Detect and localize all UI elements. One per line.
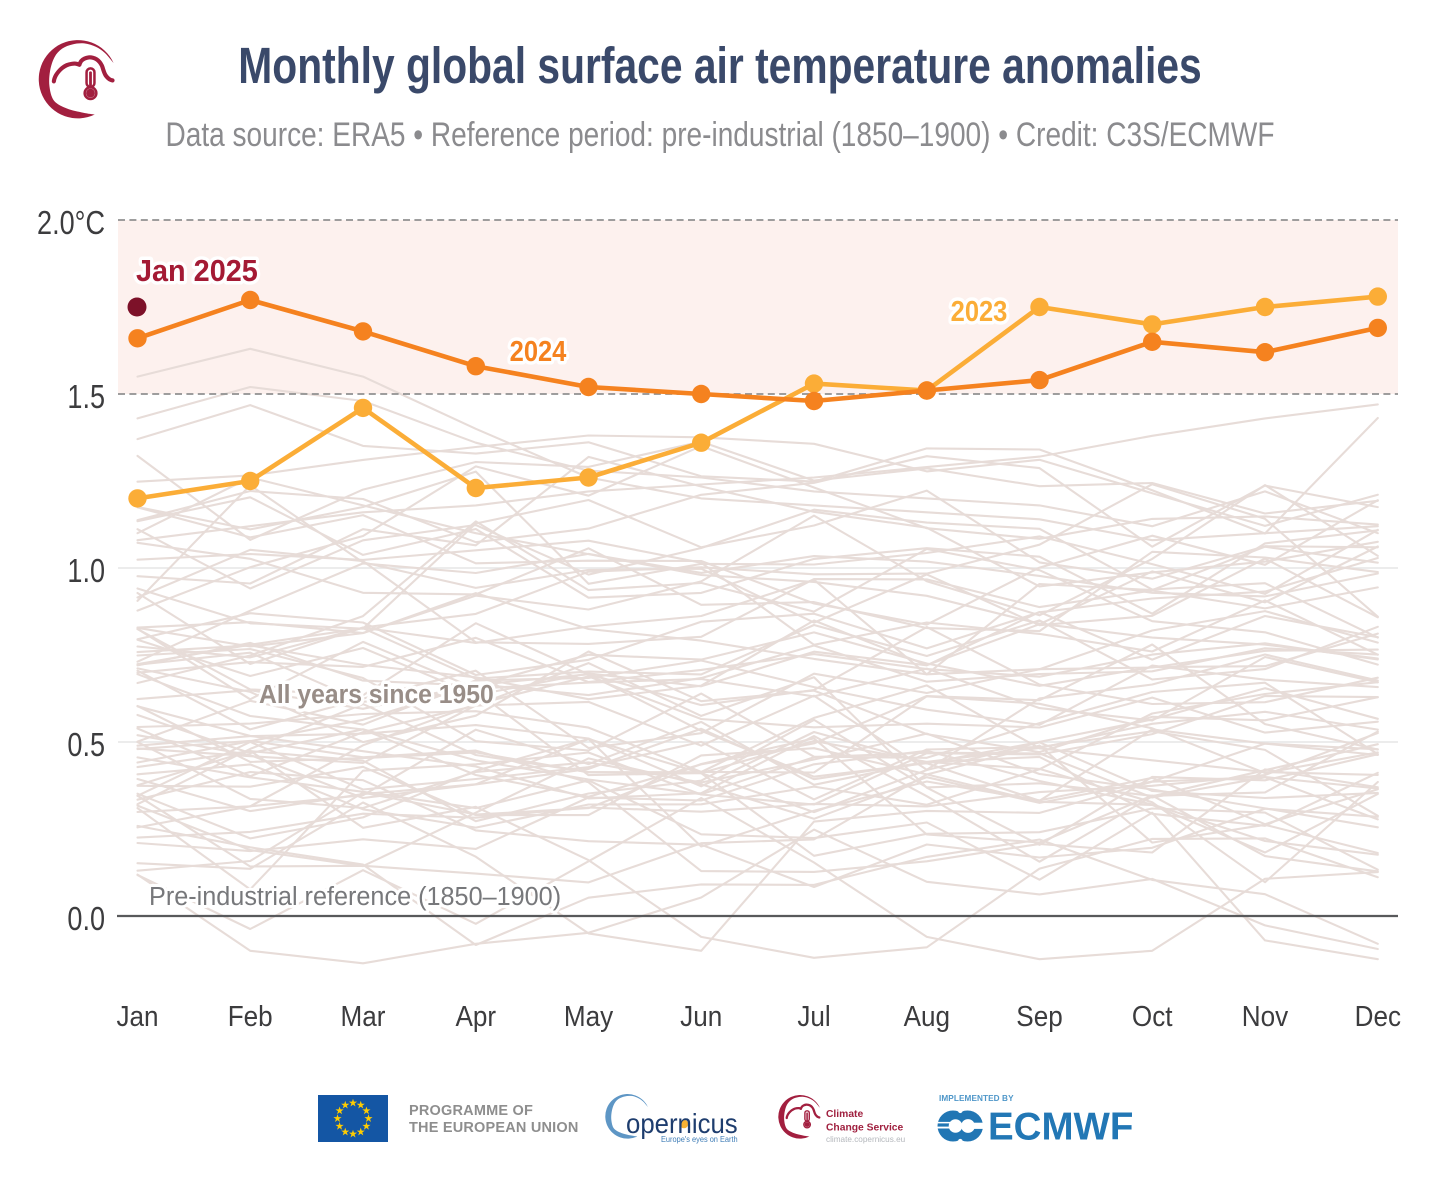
svg-text:Europe's eyes on Earth: Europe's eyes on Earth bbox=[661, 1135, 738, 1144]
svg-text:Change Service: Change Service bbox=[826, 1123, 904, 1134]
svg-text:1.5: 1.5 bbox=[67, 380, 105, 416]
svg-text:Climate: Climate bbox=[826, 1109, 863, 1120]
svg-text:THE EUROPEAN UNION: THE EUROPEAN UNION bbox=[409, 1120, 579, 1136]
svg-text:Jul: Jul bbox=[797, 1000, 830, 1033]
svg-text:Dec: Dec bbox=[1355, 1000, 1402, 1033]
svg-text:May: May bbox=[564, 1000, 613, 1033]
svg-text:Jan 2025: Jan 2025 bbox=[136, 254, 258, 288]
svg-text:Sep: Sep bbox=[1016, 1000, 1062, 1033]
svg-text:1.0: 1.0 bbox=[67, 554, 105, 590]
svg-text:0.0: 0.0 bbox=[67, 902, 105, 938]
svg-text:Aug: Aug bbox=[904, 1000, 950, 1033]
svg-text:Feb: Feb bbox=[228, 1000, 273, 1033]
svg-text:PROGRAMME OF: PROGRAMME OF bbox=[409, 1103, 533, 1119]
svg-text:IMPLEMENTED BY: IMPLEMENTED BY bbox=[939, 1094, 1014, 1103]
svg-text:Monthly global surface air tem: Monthly global surface air temperature a… bbox=[238, 37, 1201, 94]
svg-text:Oct: Oct bbox=[1132, 1000, 1173, 1033]
svg-text:climate.copernicus.eu: climate.copernicus.eu bbox=[826, 1135, 906, 1144]
svg-text:ECMWF: ECMWF bbox=[988, 1106, 1133, 1149]
svg-text:Jun: Jun bbox=[680, 1000, 722, 1033]
svg-text:2024: 2024 bbox=[510, 334, 567, 367]
svg-text:0.5: 0.5 bbox=[67, 728, 105, 764]
svg-text:Data source: ERA5 • Reference: Data source: ERA5 • Reference period: pr… bbox=[165, 115, 1274, 153]
svg-text:2.0°C: 2.0°C bbox=[37, 206, 105, 242]
svg-text:opernicus: opernicus bbox=[626, 1108, 738, 1139]
svg-text:Jan: Jan bbox=[116, 1000, 158, 1033]
svg-text:Mar: Mar bbox=[341, 1000, 386, 1033]
svg-text:Apr: Apr bbox=[455, 1000, 496, 1033]
svg-text:2023: 2023 bbox=[951, 294, 1008, 327]
svg-text:Pre-industrial reference (1850: Pre-industrial reference (1850–1900) bbox=[149, 883, 561, 911]
svg-text:Nov: Nov bbox=[1242, 1000, 1289, 1033]
svg-text:All years since 1950: All years since 1950 bbox=[259, 680, 494, 709]
